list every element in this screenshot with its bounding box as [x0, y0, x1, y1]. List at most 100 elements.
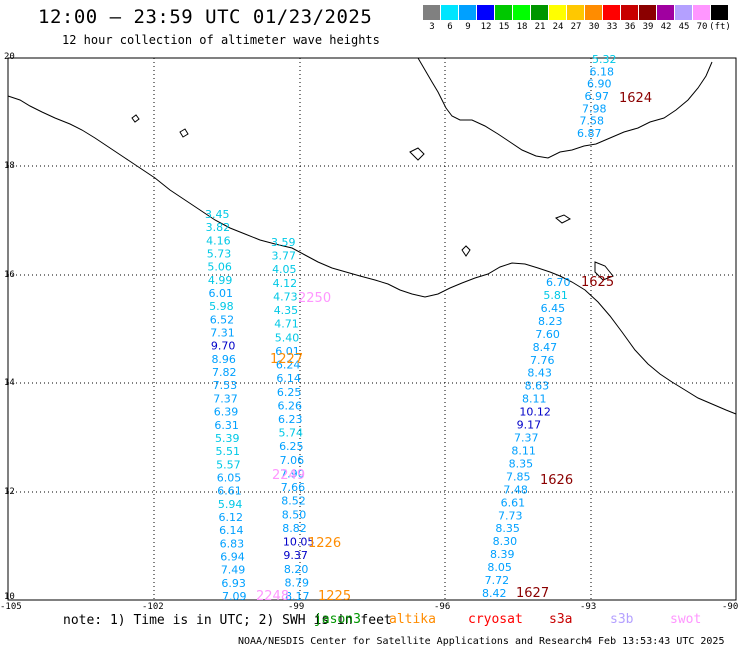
wave-height-value: 7.66 — [281, 481, 306, 494]
wave-height-value: 10.12 — [519, 406, 551, 419]
scale-swatch — [549, 5, 566, 20]
legend-jason3: jason3 — [314, 612, 361, 627]
footer-credit: NOAA/NESDIS Center for Satellite Applica… — [238, 636, 588, 647]
lon-label: -99 — [288, 602, 305, 612]
wave-height-value: 8.30 — [493, 535, 517, 548]
lat-label: 20 — [4, 52, 15, 62]
wave-height-value: 6.23 — [278, 413, 303, 426]
wave-height-value: 8.79 — [284, 576, 309, 589]
wave-height-value: 7.82 — [212, 366, 237, 379]
wave-height-value: 4.71 — [274, 318, 299, 331]
wave-height-value: 8.20 — [284, 563, 309, 576]
wave-height-value: 6.61 — [501, 496, 525, 509]
scale-swatch — [531, 5, 548, 20]
wave-height-value: 8.39 — [490, 548, 515, 561]
pass-number-label: 1624 — [619, 91, 652, 106]
footer-timestamp: 4 Feb 13:53:43 UTC 2025 — [586, 636, 725, 647]
scale-label: 45 — [678, 22, 690, 32]
pass-number-label: 1627 — [516, 586, 549, 601]
wave-height-value: 8.47 — [533, 341, 558, 354]
footer-note: note: 1) Time is in UTC; 2) SWH is in fe… — [63, 613, 392, 628]
scale-label: 12 — [480, 22, 492, 32]
wave-height-value: 5.06 — [207, 261, 232, 274]
wave-height-value: 7.76 — [530, 354, 555, 367]
wave-height-value: 7.98 — [582, 102, 607, 115]
scale-swatch — [495, 5, 512, 20]
wave-height-value: 3.77 — [272, 250, 297, 263]
pass-track-1227: 3.593.774.054.124.734.354.715.406.016.24… — [271, 236, 314, 603]
pass-number-label: 1225 — [318, 589, 351, 604]
scale-swatch — [675, 5, 692, 20]
wave-height-value: 6.97 — [585, 90, 610, 103]
lon-label: -102 — [142, 602, 164, 612]
wave-height-value: 5.39 — [215, 432, 240, 445]
wave-height-value: 9.37 — [283, 549, 308, 562]
pass-number-label: 2249 — [272, 468, 305, 483]
wave-height-value: 7.49 — [221, 564, 246, 577]
pass-number-label: 2250 — [298, 291, 331, 306]
wave-height-value: 8.35 — [495, 522, 520, 535]
wave-height-value: 5.94 — [218, 498, 243, 511]
wave-height-value: 10.05 — [283, 536, 315, 549]
wave-height-value: 8.05 — [487, 561, 512, 574]
wave-height-value: 8.63 — [525, 380, 550, 393]
scale-swatch — [477, 5, 494, 20]
wave-height-value: 6.25 — [277, 386, 302, 399]
scale-swatch — [603, 5, 620, 20]
wave-height-value: 5.74 — [279, 427, 304, 440]
wave-height-value: 8.43 — [527, 367, 552, 380]
wave-height-value: 7.53 — [213, 379, 238, 392]
wave-height-value: 6.93 — [221, 577, 246, 590]
scale-label: 24 — [552, 22, 564, 32]
wave-height-value: 6.24 — [276, 359, 301, 372]
scale-label: 27 — [570, 22, 582, 32]
lon-label: -93 — [580, 602, 597, 612]
coastline-mexico — [7, 95, 737, 415]
wave-height-value: 7.31 — [210, 327, 235, 340]
scale-swatch — [567, 5, 584, 20]
wave-height-value: 4.73 — [273, 290, 298, 303]
wave-height-value: 6.12 — [218, 511, 243, 524]
grid — [8, 58, 736, 600]
pass-number-label: 1226 — [308, 536, 341, 551]
wave-height-value: 3.59 — [271, 236, 296, 249]
legend-altika: altika — [389, 612, 436, 627]
wave-height-value: 6.18 — [590, 65, 615, 78]
page-title: 12:00 — 23:59 UTC 01/23/2025 — [38, 6, 373, 28]
scale-swatch — [585, 5, 602, 20]
wave-height-value: 6.14 — [276, 372, 301, 385]
legend-cryosat: cryosat — [468, 612, 523, 627]
scale-label: 18 — [516, 22, 528, 32]
wave-height-value: 9.70 — [211, 340, 236, 353]
scale-label: 6 — [447, 22, 453, 32]
scale-label: (ft) — [709, 22, 731, 32]
wave-height-value: 3.45 — [205, 208, 230, 221]
wave-height-value: 5.73 — [207, 248, 232, 261]
wave-height-value: 6.26 — [277, 399, 302, 412]
wave-height-value: 8.96 — [211, 353, 236, 366]
lat-label: 18 — [4, 161, 15, 171]
wave-height-value: 6.05 — [217, 471, 242, 484]
wave-height-value: 8.23 — [538, 315, 563, 328]
wave-height-value: 4.12 — [273, 277, 298, 290]
wave-height-value: 8.11 — [511, 444, 536, 457]
wave-height-value: 4.16 — [206, 234, 231, 247]
wave-height-value: 6.39 — [214, 406, 239, 419]
scale-swatch — [459, 5, 476, 20]
coastline-gulf — [417, 57, 713, 159]
lon-label: -96 — [434, 602, 451, 612]
wave-height-value: 3.82 — [206, 221, 231, 234]
scale-label: 39 — [642, 22, 654, 32]
wave-height-value: 7.73 — [498, 509, 523, 522]
wave-height-value: 6.45 — [541, 302, 566, 315]
islands — [131, 114, 614, 281]
wave-height-value: 8.52 — [281, 495, 306, 508]
wave-height-value: 8.17 — [285, 590, 310, 603]
wave-height-value: 7.48 — [503, 483, 528, 496]
lon-label: -105 — [0, 602, 22, 612]
scale-swatch — [513, 5, 530, 20]
wave-height-value: 4.35 — [274, 304, 299, 317]
legend-s3a: s3a — [549, 612, 573, 627]
wave-height-value: 8.82 — [282, 522, 307, 535]
